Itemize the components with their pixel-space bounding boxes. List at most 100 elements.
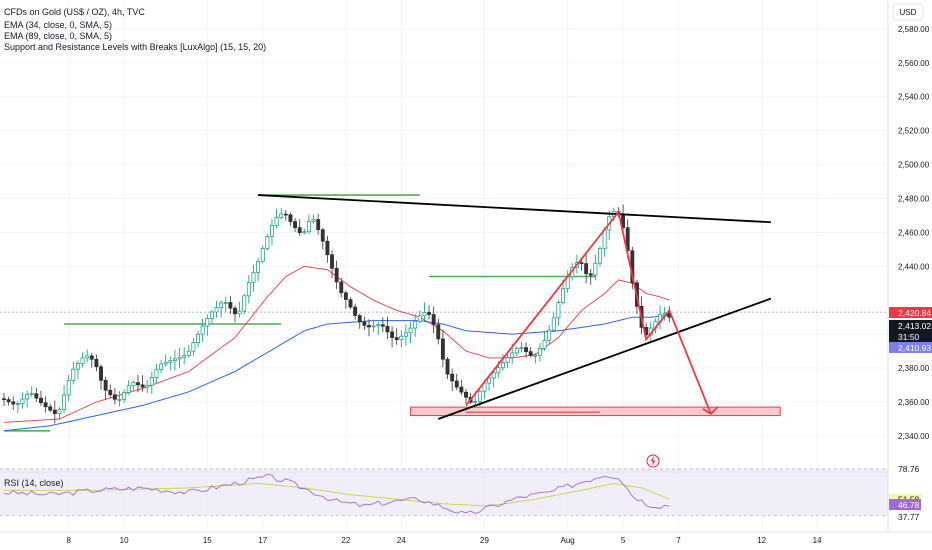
candle-body xyxy=(112,394,117,400)
price-tick-label: 2,560.00 xyxy=(898,59,930,68)
time-tick-label: 12 xyxy=(757,536,766,545)
candle-body xyxy=(528,351,533,356)
price-tick-label: 2,500.00 xyxy=(898,161,930,170)
currency-label: USD xyxy=(900,8,917,17)
candle-body xyxy=(15,403,20,405)
candle-body xyxy=(191,342,196,352)
candle-body xyxy=(11,401,16,405)
candle-body xyxy=(279,213,284,218)
candle-body xyxy=(584,263,589,275)
candle-body xyxy=(376,324,381,327)
candle-body xyxy=(209,311,214,319)
candle-body xyxy=(251,272,256,283)
price-axis[interactable]: 2,580.00 2,560.00 2,540.00 2,520.00 2,500.00… xyxy=(898,25,930,441)
candle-body xyxy=(200,325,205,335)
candle-body xyxy=(459,386,464,393)
rsi-tag-label: 46.78 xyxy=(898,500,920,510)
candle-body xyxy=(445,358,450,375)
time-axis[interactable]: 8 10 15 17 22 24 29 Aug 5 7 12 14 xyxy=(66,536,822,545)
drawings[interactable] xyxy=(258,194,781,420)
candle-body xyxy=(25,394,30,400)
price-tick-label: 2,580.00 xyxy=(898,25,930,34)
candle-body xyxy=(52,409,57,414)
price-tag-bg xyxy=(889,331,932,342)
candle-body xyxy=(537,348,542,356)
candle-body xyxy=(66,379,71,396)
candle-body xyxy=(283,213,288,216)
time-tick-label: Aug xyxy=(561,536,575,545)
indicator-ema89-legend[interactable]: EMA (89, close, 0, SMA, 5) xyxy=(4,31,113,41)
candle-body xyxy=(117,398,122,401)
candle-body xyxy=(99,366,103,381)
price-tag-bg xyxy=(889,307,932,318)
candle-body xyxy=(390,331,395,338)
candle-body xyxy=(2,398,6,400)
candle-body xyxy=(103,379,108,391)
time-tick-label: 22 xyxy=(341,536,350,545)
candle-body xyxy=(380,324,385,327)
price-tick-label: 2,540.00 xyxy=(898,93,930,102)
candle-body xyxy=(172,358,177,361)
candle-body xyxy=(330,254,334,269)
candle-body xyxy=(85,355,90,359)
price-tick-label: 2,340.00 xyxy=(898,432,930,441)
candle-body xyxy=(219,302,224,308)
candle-body xyxy=(80,357,85,364)
symbol-title[interactable]: CFDs on Gold (US$ / OZ), 4h, TVC xyxy=(4,7,145,17)
candle-body xyxy=(48,406,53,411)
rsi-legend[interactable]: RSI (14, close) xyxy=(4,478,64,488)
candle-body xyxy=(440,338,445,360)
rsi-tag-label: 37.77 xyxy=(898,512,920,522)
price-tick-label: 2,460.00 xyxy=(898,228,930,237)
candle-body xyxy=(302,231,307,234)
candle-body xyxy=(334,268,339,283)
candle-body xyxy=(357,315,362,323)
candle-body xyxy=(385,325,390,333)
candle-body xyxy=(242,295,247,312)
candle-body xyxy=(431,314,436,326)
candle-body xyxy=(510,352,515,358)
candle-body xyxy=(233,307,237,315)
candle-body xyxy=(168,360,173,363)
projection-arrowhead xyxy=(702,406,719,416)
candle-body xyxy=(39,397,43,404)
candle-body xyxy=(228,302,233,309)
candle-body xyxy=(427,312,431,315)
candle-body xyxy=(547,329,552,341)
candle-body xyxy=(464,391,468,398)
candle-body xyxy=(274,217,279,226)
rsi-tag-bg xyxy=(889,499,921,511)
candle-body xyxy=(473,400,478,403)
candle-body xyxy=(367,324,371,328)
time-tick-label: 5 xyxy=(621,536,626,545)
candle-body xyxy=(394,337,399,340)
rsi-band xyxy=(0,468,888,516)
price-tick-label: 2,360.00 xyxy=(898,398,930,407)
candle-body xyxy=(246,282,251,297)
candle-body xyxy=(108,389,113,396)
price-tag-label: 31:50 xyxy=(898,332,920,342)
candle-body xyxy=(422,312,427,317)
candle-body xyxy=(214,307,219,313)
lightning-icon[interactable] xyxy=(646,454,660,468)
candle-body xyxy=(6,399,11,403)
price-tick-label: 2,520.00 xyxy=(898,127,930,136)
candle-body xyxy=(57,409,62,414)
candle-body xyxy=(339,281,344,294)
time-tick-label: 10 xyxy=(120,536,129,545)
currency-button[interactable] xyxy=(892,3,924,21)
candle-body xyxy=(348,299,353,308)
candle-body xyxy=(505,357,510,364)
candle-body xyxy=(533,354,538,357)
indicator-ema34-legend[interactable]: EMA (34, close, 0, SMA, 5) xyxy=(4,20,113,30)
rsi-band-fill xyxy=(0,469,888,516)
candle-body xyxy=(89,355,94,360)
rsi-lines xyxy=(3,473,670,514)
candle-body xyxy=(598,248,602,264)
indicator-sr-legend[interactable]: Support and Resistance Levels with Break… xyxy=(4,42,267,52)
candle-body xyxy=(306,221,311,233)
time-tick-label: 14 xyxy=(813,536,822,545)
candle-body xyxy=(371,325,376,328)
